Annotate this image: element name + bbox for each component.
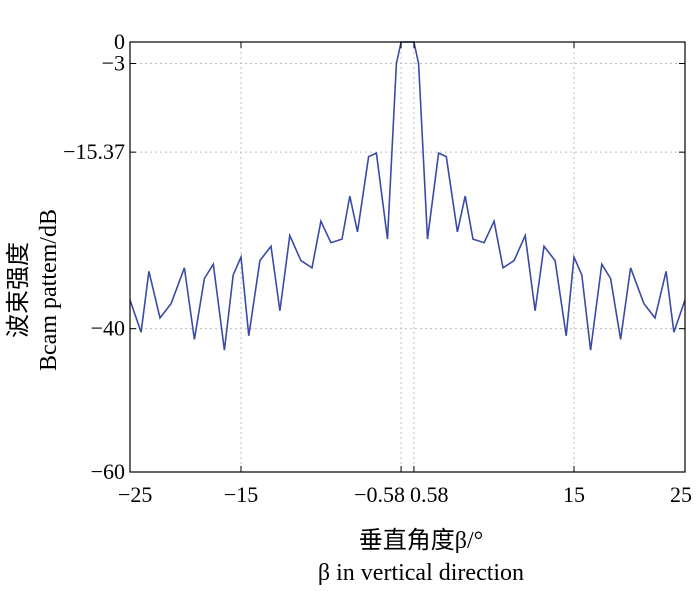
- x-tick-label: 15: [563, 482, 585, 507]
- x-tick-label: −25: [118, 482, 152, 507]
- x-tick-label: −0.58: [354, 482, 405, 507]
- tick-marks: [129, 41, 686, 473]
- x-tick-label: 0.58: [410, 482, 449, 507]
- y-tick-label: −60: [91, 459, 125, 484]
- y-tick-labels: 0−3 −15.37 −40 −60: [63, 29, 125, 484]
- series-group: [129, 41, 686, 351]
- x-tick-label: 25: [670, 482, 692, 507]
- y-axis-title-en: Bcam pattem/dB: [36, 209, 62, 371]
- x-tick-labels: −25 −15 −0.58 0.58 15 25: [118, 482, 692, 507]
- plot-frame: [129, 41, 686, 473]
- y-tick-label: −40: [91, 316, 125, 341]
- beam-pattern-line: [129, 41, 686, 351]
- x-axis-title-en: β in vertical direction: [318, 560, 524, 586]
- y-tick-label: −15.37: [63, 139, 125, 164]
- grid-lines: [129, 41, 686, 473]
- x-tick-label: −15: [224, 482, 258, 507]
- y-tick-label: −3: [102, 51, 125, 76]
- y-axis-title-cn: 波束强度: [5, 242, 32, 338]
- x-axis-title-cn: 垂直角度β/°: [359, 527, 483, 554]
- y-tick-label: 0: [114, 29, 125, 54]
